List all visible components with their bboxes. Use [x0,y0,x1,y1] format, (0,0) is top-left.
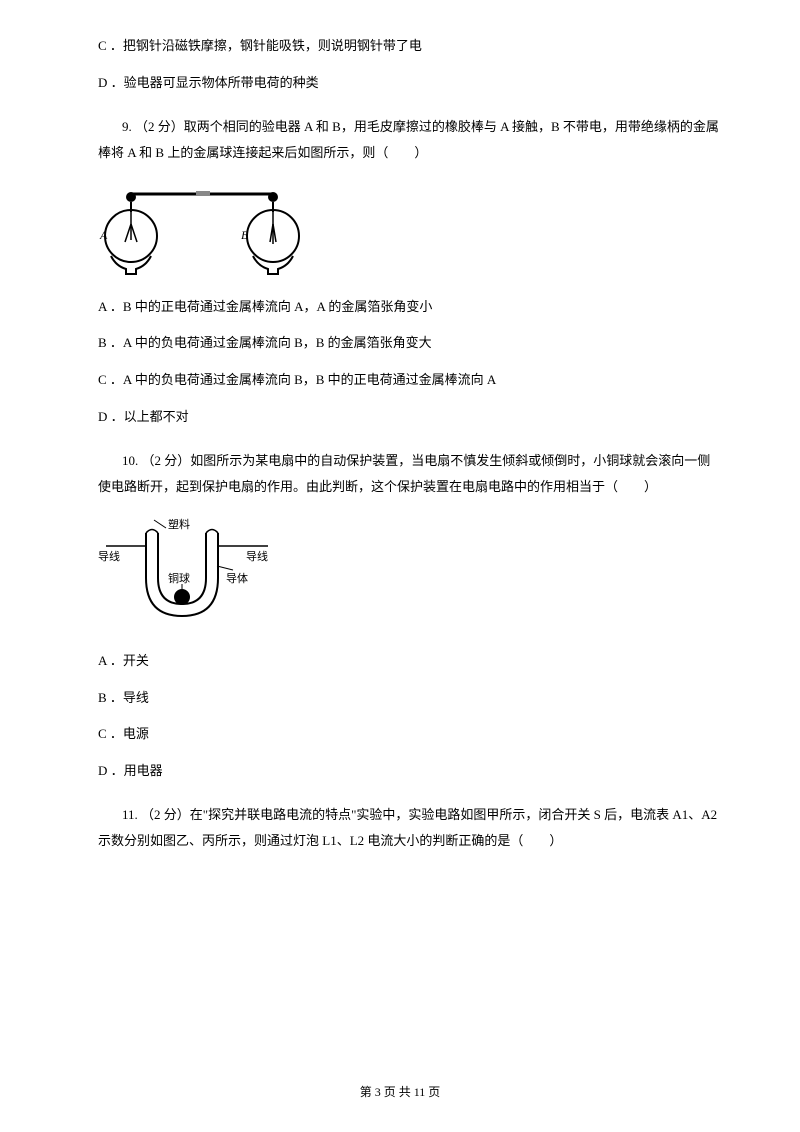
option-d-prev: D ．验电器可显示物体所带电荷的种类 [98,73,722,94]
label-wire-right: 导线 [246,549,268,563]
q10-option-d: D ．用电器 [98,761,722,782]
label-conductor: 导体 [226,571,248,585]
q9-option-a: A ．B 中的正电荷通过金属棒流向 A，A 的金属箔张角变小 [98,297,722,318]
question-9: 9. （2 分）取两个相同的验电器 A 和 B，用毛皮摩擦过的橡胶棒与 A 接触… [98,114,722,166]
q10-option-c: C ．电源 [98,724,722,745]
q9-option-c: C ．A 中的负电荷通过金属棒流向 B，B 中的正电荷通过金属棒流向 A [98,370,722,391]
q9-option-d: D ．以上都不对 [98,407,722,428]
page-footer: 第 3 页 共 11 页 [0,1083,800,1102]
footer-total: 11 [414,1085,426,1099]
option-c-prev: C ．把钢针沿磁铁摩擦，钢针能吸铁，则说明钢针带了电 [98,36,722,57]
label-b: B [241,228,249,242]
diagram-protector: 导线 导线 塑料 导体 铜球 [98,518,278,633]
footer-prefix: 第 [360,1085,375,1099]
question-10: 10. （2 分）如图所示为某电扇中的自动保护装置，当电扇不慎发生倾斜或倾倒时，… [98,448,722,500]
q10-option-a: A ．开关 [98,651,722,672]
footer-middle: 页 共 [381,1085,414,1099]
footer-suffix: 页 [425,1085,440,1099]
q10-option-b: B ．导线 [98,688,722,709]
label-ball: 铜球 [168,571,190,585]
label-wire-left: 导线 [98,549,120,563]
q9-option-b: B ．A 中的负电荷通过金属棒流向 B，B 的金属箔张角变大 [98,333,722,354]
question-11: 11. （2 分）在"探究并联电路电流的特点"实验中，实验电路如图甲所示，闭合开… [98,802,722,854]
diagram-electroscopes: A B [98,184,318,279]
label-plastic: 塑料 [168,518,190,531]
label-a: A [99,228,108,242]
